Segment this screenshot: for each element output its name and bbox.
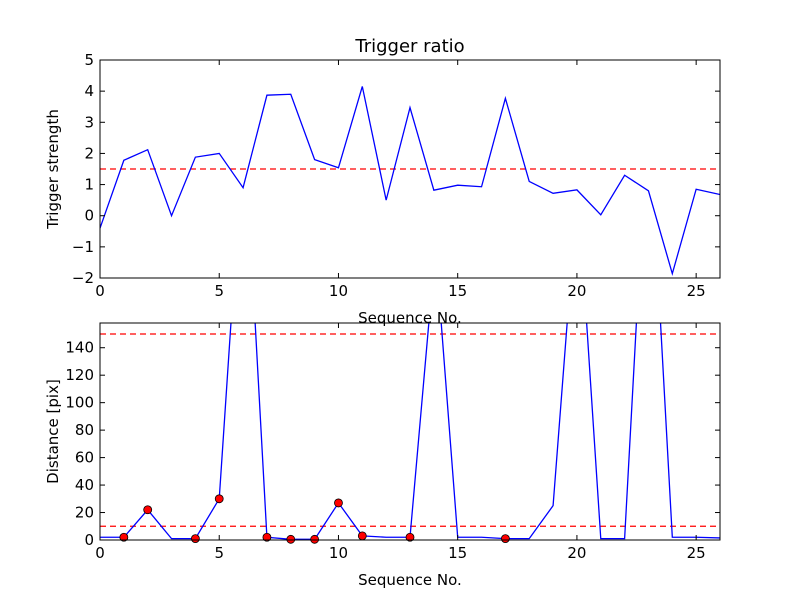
bottom-marker-point (357, 531, 367, 541)
bottom-marker-point (334, 498, 343, 508)
bottom-y-tick-label: 40 (75, 476, 94, 494)
top-y-tick-label: 0 (84, 207, 94, 225)
bottom-y-tick-label: 60 (75, 449, 94, 467)
top-y-tick-label: 5 (84, 51, 94, 69)
bottom-x-tick-label: 20 (567, 544, 586, 562)
bottom-x-tick-label: 25 (687, 544, 706, 562)
top-y-tick-label: 2 (84, 144, 94, 162)
top-series-line-0 (100, 86, 720, 277)
bottom-marker-point (119, 532, 129, 542)
bottom-y-tick-label: 140 (65, 339, 94, 357)
top-x-tick-label: 15 (448, 282, 467, 300)
top-x-tick-label: 25 (687, 282, 706, 300)
bottom-panel: 0 5 10 15 20 25 0 20 40 60 80 100 120 140 Sequence No.… (44, 322, 721, 589)
top-axes-frame (99, 59, 721, 279)
bottom-x-tick-label: 5 (214, 544, 224, 562)
top-y-tick-label: 3 (84, 113, 94, 131)
top-panel: 0 5 10 15 20 25 −2 −1 0 1 2 3 4 5 Trigger ratio Sequenc… (44, 36, 721, 327)
bottom-axes-frame (99, 322, 721, 541)
top-x-tick-label: 10 (329, 282, 348, 300)
bottom-marker-point (286, 534, 296, 544)
top-y-axis-label: Trigger strength (44, 109, 62, 230)
top-y-tick-label: 4 (84, 82, 94, 100)
bottom-marker-point (190, 534, 200, 544)
top-x-tick-label: 5 (214, 282, 224, 300)
bottom-y-tick-label: 120 (65, 366, 94, 384)
top-x-tick-label: 20 (567, 282, 586, 300)
top-y-tick-label: 1 (84, 176, 94, 194)
bottom-marker-point (143, 505, 153, 515)
bottom-x-tick-label: 15 (448, 544, 467, 562)
bottom-series-line-0 (100, 323, 720, 540)
bottom-y-tick-label: 0 (84, 531, 94, 549)
bottom-y-axis-label: Distance [pix] (44, 379, 62, 484)
bottom-x-axis-label: Sequence No. (358, 571, 462, 589)
bottom-x-tick-label: 10 (329, 544, 348, 562)
top-chart-title: Trigger ratio (354, 36, 464, 57)
bottom-marker-point (500, 534, 510, 544)
bottom-y-tick-label: 100 (65, 394, 94, 412)
top-y-tick-label: −1 (72, 238, 94, 256)
top-y-tick-label: −2 (72, 269, 94, 287)
bottom-y-tick-label: 20 (75, 504, 94, 522)
bottom-marker-point (214, 494, 224, 504)
bottom-x-tick-label: 0 (95, 544, 105, 562)
top-x-tick-label: 0 (95, 282, 105, 300)
bottom-marker-point (405, 532, 415, 542)
bottom-marker-point (310, 534, 320, 544)
bottom-marker-point (262, 532, 272, 542)
bottom-y-tick-label: 80 (75, 421, 94, 439)
top-x-axis-label: Sequence No. (358, 309, 462, 327)
